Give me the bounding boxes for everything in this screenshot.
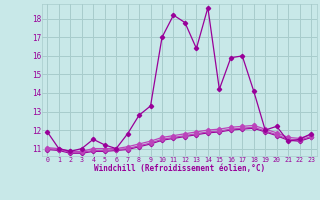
X-axis label: Windchill (Refroidissement éolien,°C): Windchill (Refroidissement éolien,°C) — [94, 164, 265, 173]
